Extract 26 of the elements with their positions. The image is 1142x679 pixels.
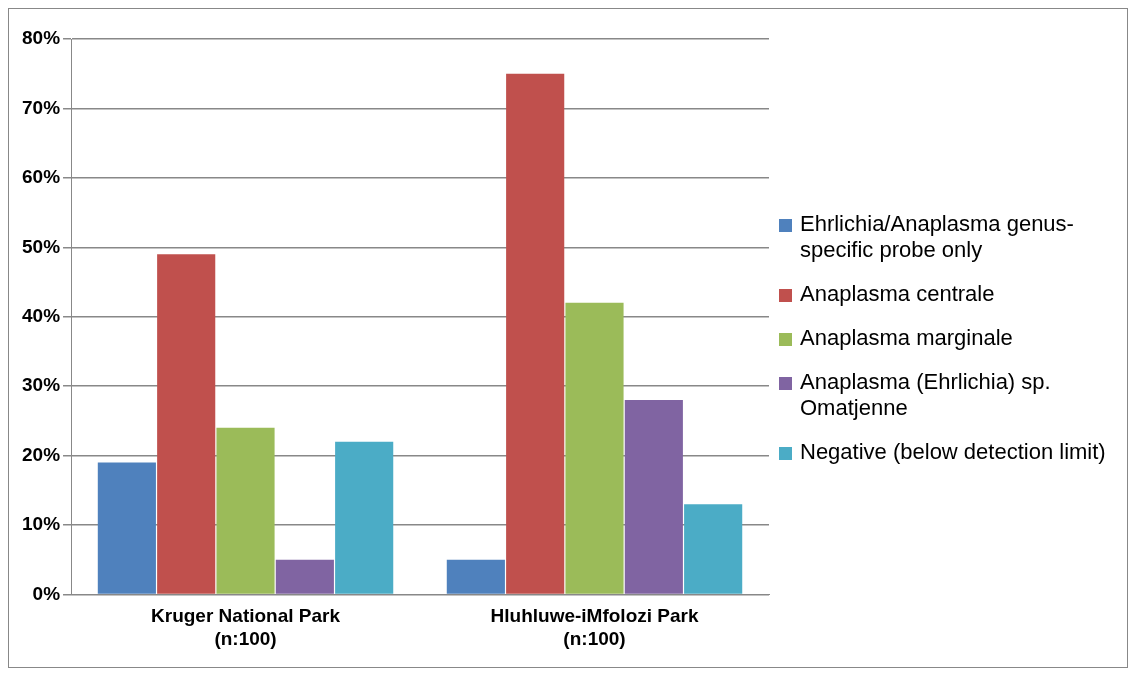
x-tick-label: Hluhluwe-iMfolozi Park (n:100) [490, 605, 699, 649]
legend-label: Anaplasma centrale [800, 281, 995, 307]
y-tick-label: 20% [22, 443, 61, 465]
bar [275, 559, 334, 594]
bar [97, 462, 156, 594]
y-tick-label: 50% [22, 235, 61, 257]
bar [157, 254, 216, 594]
y-tick-label: 30% [22, 374, 61, 396]
bar [335, 441, 394, 594]
bar [506, 73, 565, 594]
legend-label: Anaplasma marginale [800, 325, 1013, 351]
bar [624, 400, 683, 594]
y-tick-label: 60% [22, 166, 61, 188]
legend-label: Negative (below detection limit) [800, 439, 1106, 465]
y-tick-label: 10% [22, 513, 61, 535]
bar [565, 302, 624, 594]
legend-label: Anaplasma (Ehrlichia) sp. Omatjenne [800, 369, 1052, 421]
bar [446, 559, 505, 594]
y-tick-label: 0% [32, 582, 61, 604]
y-tick-label: 80% [22, 27, 61, 49]
bar [216, 427, 275, 594]
y-tick-label: 40% [22, 304, 61, 326]
x-tick-label: Kruger National Park (n:100) [151, 605, 341, 649]
bar [684, 504, 743, 594]
legend-label: Ehrlichia/Anaplasma genus-specific probe only [800, 211, 1075, 263]
y-tick-label: 70% [22, 96, 61, 118]
